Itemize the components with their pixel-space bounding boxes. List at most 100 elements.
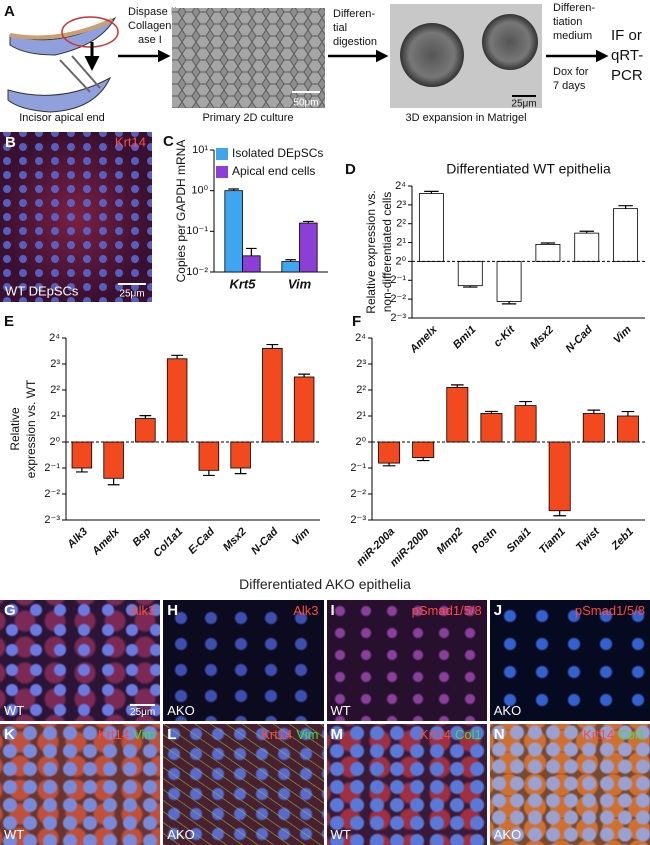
error-bar	[450, 384, 464, 388]
bar	[135, 418, 156, 443]
y-tick-label: 2⁻²	[390, 293, 406, 305]
panel-letter: L	[167, 726, 177, 743]
caption: Primary 2D culture	[202, 112, 293, 124]
y-tick-label: 2⁴	[355, 332, 366, 344]
bar	[166, 358, 188, 443]
panel-letter: D	[345, 161, 356, 178]
error-bar	[228, 188, 239, 191]
panel-letter: B	[5, 134, 16, 151]
micrograph: K Krt14 Vim WT	[0, 724, 161, 845]
x-tick-label: Snai1	[504, 526, 533, 555]
stain-label: Krt14	[261, 727, 293, 742]
error-bar	[463, 285, 478, 288]
stain-label: Alk3	[293, 603, 319, 618]
x-tick-label: c-Kit	[491, 323, 518, 350]
bar	[574, 232, 600, 262]
x-tick-label: Bsp	[130, 525, 153, 548]
organoid	[400, 23, 464, 87]
error-bar	[107, 478, 120, 486]
stain-label: Col1	[455, 727, 482, 742]
bar	[378, 441, 401, 464]
bar	[224, 190, 243, 273]
x-tick-label: Postn	[470, 525, 500, 555]
x-tick-label: Vim	[611, 324, 634, 347]
bar	[548, 441, 571, 512]
stain-label: Krt14	[583, 727, 615, 742]
error-bar	[75, 468, 88, 473]
y-tick-label: 2²	[50, 384, 60, 396]
error-bar	[416, 457, 430, 462]
step-text: tial	[333, 22, 347, 34]
micrograph: N Krt14 Col1 AKO	[489, 724, 650, 845]
y-tick-label: 2⁻³	[44, 514, 60, 526]
y-axis-label: Copies per GAPDH mRNA	[174, 140, 188, 283]
stain-labels: Alk3	[130, 603, 155, 618]
y-tick-label: 2³	[50, 358, 60, 370]
genotype-label: WT	[330, 827, 351, 842]
scale-bar: 25μm	[130, 704, 156, 718]
y-tick-label: 2⁰	[49, 436, 60, 448]
y-tick-label: 2⁻¹	[390, 274, 406, 286]
x-tick-label: Vim	[290, 526, 313, 549]
genotype-label: WT	[330, 703, 351, 718]
error-bar	[246, 247, 257, 256]
bar	[412, 441, 435, 458]
stain-label: Krt14	[98, 727, 130, 742]
stain-label: Alk3	[129, 603, 156, 618]
y-tick-label: 2²	[356, 384, 366, 396]
panel-letter: H	[167, 602, 179, 619]
stain-label: Krt14	[115, 134, 146, 149]
y-axis-label: expression vs. WT	[24, 379, 38, 478]
y-tick-label: 2⁻³	[390, 312, 406, 324]
error-bar	[501, 301, 517, 305]
stain-label: pSmad1/5/8	[411, 603, 482, 618]
genotype-label: AKO	[167, 827, 195, 842]
micrograph: G Alk3 WT 25μm	[0, 600, 161, 721]
bar	[281, 261, 300, 273]
y-tick-label: 2³	[396, 199, 406, 211]
bar	[293, 376, 315, 443]
x-tick-label: Amelx	[89, 525, 122, 558]
y-tick-label: 2¹	[396, 236, 406, 248]
step-text: Dispase II	[128, 6, 177, 18]
error-bar	[553, 510, 567, 517]
panel-letter: K	[4, 726, 15, 743]
stain-label: Col1	[618, 727, 645, 742]
panel-letter: A	[4, 3, 15, 20]
genotype-label: WT	[4, 703, 25, 718]
error-bar	[519, 400, 532, 406]
stain-label: Vim	[133, 727, 156, 742]
y-tick-label: 2⁻²	[350, 488, 366, 500]
y-tick-label: 2⁰	[355, 436, 366, 448]
step-text: ase I	[138, 34, 162, 46]
step-text: medium	[553, 30, 592, 42]
y-tick-label: 2¹	[50, 410, 60, 422]
genotype-label: AKO	[493, 827, 522, 842]
stain-labels: Krt14 Col1	[583, 727, 645, 742]
nuclei	[0, 132, 152, 302]
scale-text: 25μm	[511, 99, 536, 110]
y-tick-label: 2⁻¹	[350, 462, 366, 474]
step-text: digestion	[333, 36, 377, 48]
x-tick-label: Alk3	[64, 526, 90, 552]
step-text: Differen-	[333, 8, 375, 20]
error-bar	[540, 242, 556, 245]
x-tick-label: N-Cad	[249, 525, 281, 557]
panel-letter: C	[163, 133, 174, 150]
error-bar	[303, 220, 314, 224]
result-text: IF or	[611, 27, 642, 44]
stain-labels: Krt14 Vim	[98, 727, 155, 742]
legend-swatch	[216, 148, 228, 160]
panel-letter: M	[330, 726, 344, 743]
caption: Incisor apical end	[19, 112, 105, 124]
error-bar	[587, 409, 601, 414]
x-tick-label: Zeb1	[609, 526, 636, 553]
bar	[230, 441, 251, 469]
y-tick-label: 2²	[396, 218, 406, 230]
y-tick-label: 10⁻¹	[186, 225, 208, 237]
stain-labels: pSmad1/5/8	[412, 603, 482, 618]
bar	[262, 347, 283, 443]
panel-letter: F	[352, 313, 361, 330]
